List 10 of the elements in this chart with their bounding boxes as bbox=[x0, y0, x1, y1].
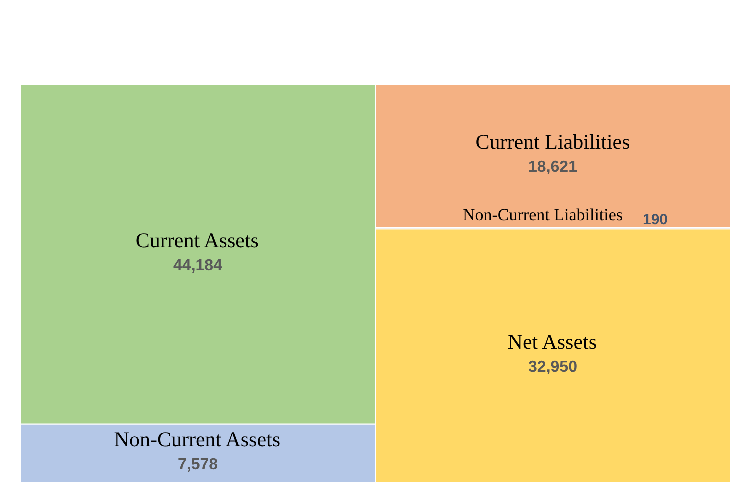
series-label: Non-Current Liabilities bbox=[462, 205, 624, 224]
data-label: 44,184 bbox=[174, 257, 223, 274]
data-label: 32,950 bbox=[528, 358, 578, 376]
data-label: 7,578 bbox=[178, 456, 218, 474]
series-label: Net Assets bbox=[508, 330, 598, 354]
data-label: 190 bbox=[643, 211, 668, 228]
series-label: Non-Current Assets bbox=[114, 427, 281, 452]
series-label: Current Liabilities bbox=[476, 130, 630, 154]
data-label: 18,621 bbox=[528, 159, 578, 176]
series-label: Current Assets bbox=[136, 228, 259, 252]
